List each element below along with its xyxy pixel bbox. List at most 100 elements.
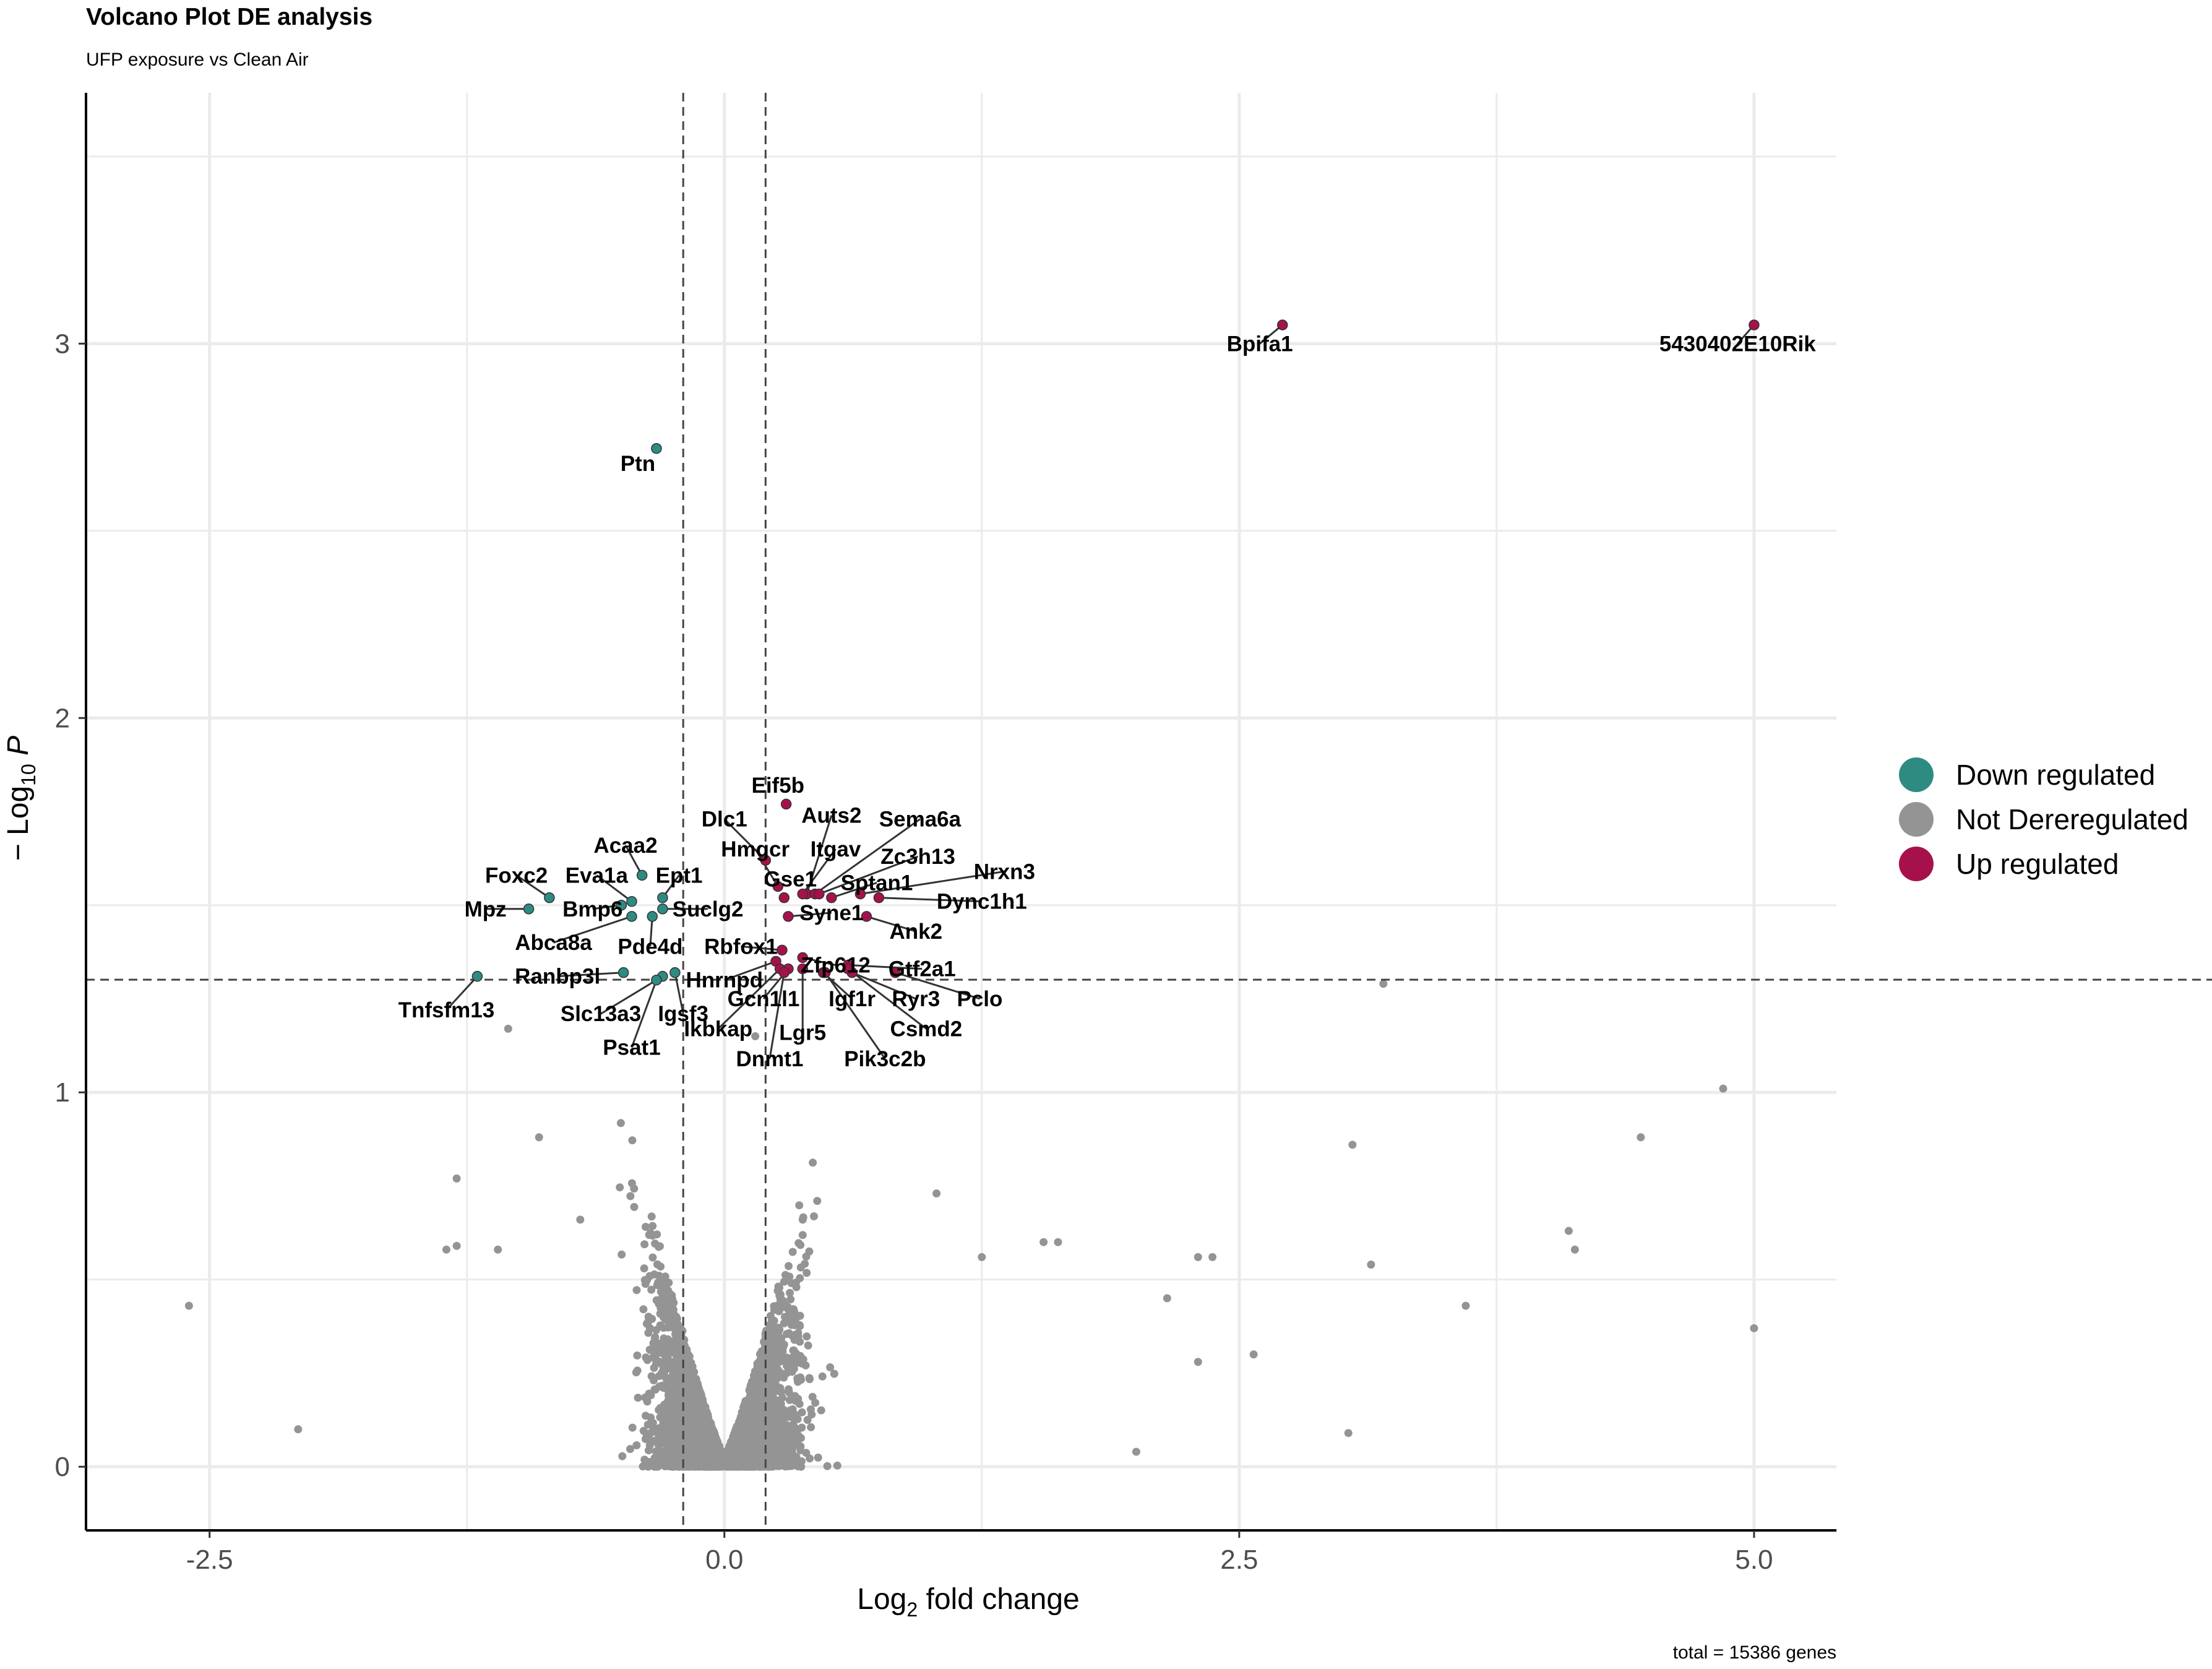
ns-point xyxy=(494,1245,502,1254)
ns-point xyxy=(817,1406,825,1415)
ns-point xyxy=(633,1351,642,1360)
point-Eva1a xyxy=(626,895,637,907)
connector-Sema6a xyxy=(814,818,921,895)
label-Itgav: Itgav xyxy=(811,837,861,861)
ns-point xyxy=(1348,1141,1357,1149)
label-Gse1: Gse1 xyxy=(764,867,817,891)
ns-point xyxy=(692,1413,700,1421)
point-Dnmt1 xyxy=(778,967,790,978)
ns-point xyxy=(681,1423,690,1432)
legend-key-up xyxy=(1899,847,1934,881)
label-Nrxn3: Nrxn3 xyxy=(974,860,1035,884)
label-Suclg2: Suclg2 xyxy=(673,897,744,921)
point-Zfp612 xyxy=(797,952,808,964)
legend-key-ns xyxy=(1899,802,1934,837)
label-Lgr5: Lgr5 xyxy=(779,1020,826,1045)
connector-Rbfox1 xyxy=(741,945,783,951)
label-Igsf3: Igsf3 xyxy=(658,1002,708,1026)
point-Psat1 xyxy=(651,974,662,986)
ns-point xyxy=(656,1287,665,1296)
label-Ranbp3l: Ranbp3l xyxy=(515,965,600,989)
ns-point xyxy=(734,1428,742,1437)
ns-point xyxy=(535,1133,543,1142)
ns-point xyxy=(790,1346,798,1355)
label-Rbfox1: Rbfox1 xyxy=(704,934,778,959)
ns-point xyxy=(718,1451,727,1460)
ns-point xyxy=(771,1336,780,1344)
label-Psat1: Psat1 xyxy=(603,1036,660,1060)
label-Sema6a: Sema6a xyxy=(879,808,962,832)
ns-point xyxy=(795,1201,804,1210)
ns-point xyxy=(786,1288,794,1297)
ns-point xyxy=(643,1420,652,1429)
ns-point xyxy=(806,1375,814,1384)
ns-point xyxy=(798,1231,807,1240)
ns-point xyxy=(684,1376,693,1385)
label-connectors xyxy=(445,324,1755,1059)
significant-points xyxy=(471,319,1760,986)
ns-point xyxy=(656,1446,664,1455)
ns-point xyxy=(648,1222,657,1230)
ns-point xyxy=(626,1192,635,1201)
ns-point xyxy=(654,1357,663,1366)
ns-point xyxy=(749,1434,757,1443)
point-Foxc2 xyxy=(544,892,555,904)
ns-point xyxy=(780,1373,788,1382)
ns-point xyxy=(675,1436,684,1445)
point-Pclo xyxy=(890,967,901,978)
chart-subtitle: UFP exposure vs Clean Air xyxy=(86,50,309,70)
ns-point xyxy=(669,1408,678,1417)
ns-point xyxy=(442,1245,450,1254)
connector-Zfp612 xyxy=(802,956,836,966)
connector-Acaa2 xyxy=(624,845,643,876)
label-Dync1h1: Dync1h1 xyxy=(937,890,1027,914)
ns-point xyxy=(643,1319,652,1327)
ns-point xyxy=(1039,1238,1048,1246)
point-Gse1 xyxy=(778,892,790,904)
connector-Ank2 xyxy=(866,915,916,933)
point-Dync1h1 xyxy=(873,892,885,904)
ns-point xyxy=(803,1416,812,1424)
ns-point xyxy=(794,1329,803,1337)
label-Slc13a3: Slc13a3 xyxy=(561,1002,641,1026)
ns-point xyxy=(796,1274,804,1282)
point-Lgr5 xyxy=(797,963,808,975)
point-Bpifa1 xyxy=(1276,319,1288,330)
label-Ryr3: Ryr3 xyxy=(892,987,940,1011)
ns-point xyxy=(646,1229,655,1237)
caption: total = 15386 genes xyxy=(1673,1642,1836,1663)
point-Sptan1 xyxy=(826,892,837,904)
label-Zc3h13: Zc3h13 xyxy=(880,845,955,869)
ns-point xyxy=(798,1423,806,1432)
x-axis-label: Log2 fold change xyxy=(857,1583,1079,1621)
ns-point xyxy=(657,1433,666,1442)
point-Ranbp3l xyxy=(618,967,629,978)
ns-point xyxy=(705,1426,714,1434)
ns-point xyxy=(616,1183,624,1192)
ns-point xyxy=(1564,1227,1573,1235)
ns-point xyxy=(504,1024,512,1033)
connector-Ranbp3l xyxy=(557,972,624,978)
ns-point xyxy=(1163,1294,1171,1303)
ns-point xyxy=(688,1426,697,1434)
ns-point xyxy=(823,1462,832,1470)
point-Suclg2 xyxy=(657,904,668,915)
label-5430402E10Rik: 5430402E10Rik xyxy=(1659,332,1817,356)
label-Sptan1: Sptan1 xyxy=(841,871,913,895)
ns-point xyxy=(818,1372,827,1381)
ns-point xyxy=(796,1241,805,1249)
ns-point xyxy=(648,1253,657,1262)
connector-Eva1a xyxy=(596,874,632,902)
ns-point xyxy=(452,1241,461,1250)
ns-point xyxy=(741,1427,750,1435)
ns-point xyxy=(806,1405,815,1413)
ns-point xyxy=(713,1460,722,1469)
ns-point xyxy=(811,1399,820,1407)
ns-point xyxy=(768,1413,777,1422)
x-axis-label-rest: fold change xyxy=(918,1583,1080,1616)
label-Hnrnpd: Hnrnpd xyxy=(686,968,763,993)
ns-point xyxy=(775,1355,783,1363)
label-Bmp6: Bmp6 xyxy=(562,897,622,921)
x-axis-label-main: Log xyxy=(857,1583,906,1616)
ns-point xyxy=(770,1450,778,1459)
